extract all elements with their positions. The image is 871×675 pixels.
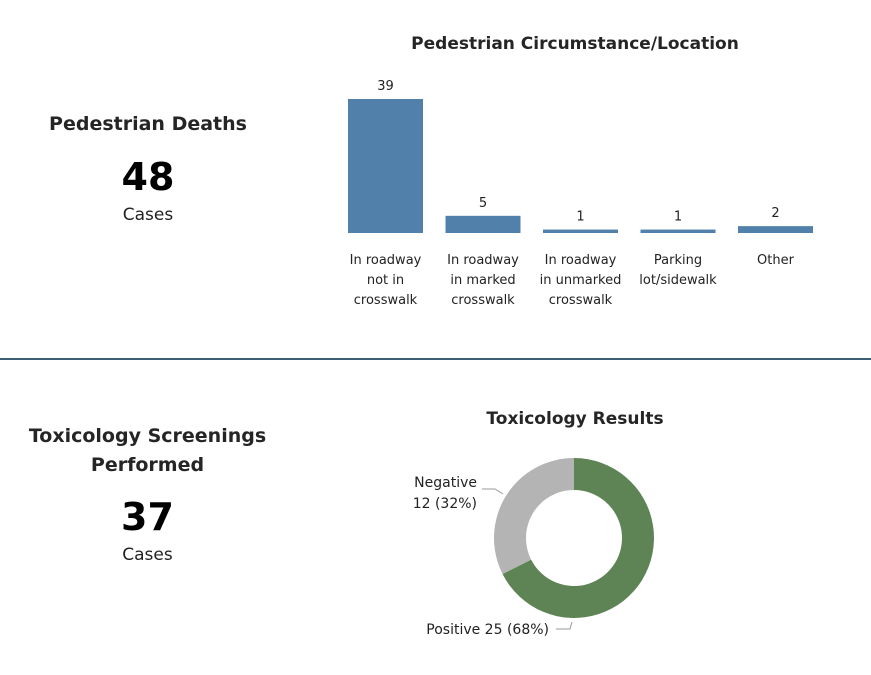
category-label-2-1: in unmarked	[540, 273, 622, 288]
positive-leader-line	[556, 621, 573, 630]
category-label-2-0: In roadway	[545, 253, 617, 268]
tox-screenings-title-line2: Performed	[90, 454, 205, 476]
category-label-2-2: crosswalk	[549, 293, 613, 308]
category-label-0-2: crosswalk	[354, 293, 418, 308]
tox-screenings-card: Toxicology Screenings Performed 37 Cases	[20, 422, 275, 565]
bar-value-label-0: 39	[377, 79, 394, 94]
donut-chart: Positive 25 (68%) Negative 12 (32%)	[413, 458, 654, 638]
category-label-1-0: In roadway	[447, 253, 519, 268]
category-label-1-1: in marked	[450, 273, 515, 288]
bar-value-label-1: 5	[479, 196, 487, 211]
bar-value-label-2: 1	[576, 210, 584, 225]
bar-4	[738, 226, 813, 233]
pedestrian-deaths-card: Pedestrian Deaths 48 Cases	[38, 110, 258, 225]
bar-0	[348, 99, 423, 233]
tox-screenings-value: 37	[121, 495, 174, 539]
pedestrian-deaths-title: Pedestrian Deaths	[49, 113, 247, 135]
donut-chart-title: Toxicology Results	[486, 409, 663, 429]
negative-leader-line	[482, 488, 504, 495]
tox-screenings-title-line1: Toxicology Screenings	[28, 425, 267, 447]
tox-screenings-unit: Cases	[122, 545, 173, 565]
pedestrian-deaths-value: 48	[121, 155, 175, 199]
bar-value-label-3: 1	[674, 210, 682, 225]
bar-1	[445, 215, 521, 233]
bar-chart: 39 In roadway not in crosswalk 5 In roadway in…	[348, 79, 813, 308]
negative-slice-label-value: 12 (32%)	[413, 496, 477, 512]
pedestrian-deaths-unit: Cases	[122, 205, 174, 225]
category-label-1-2: crosswalk	[451, 293, 515, 308]
category-label-0-1: not in	[367, 273, 404, 288]
category-label-0-0: In roadway	[350, 253, 422, 268]
bar-value-label-4: 2	[771, 206, 779, 221]
positive-slice-label: Positive 25 (68%)	[426, 622, 549, 638]
category-label-3-0: Parking	[654, 253, 702, 268]
donut-slice-positive	[502, 458, 654, 618]
section-divider	[0, 358, 871, 360]
bar-chart-title: Pedestrian Circumstance/Location	[411, 34, 739, 54]
category-label-4-0: Other	[757, 253, 795, 268]
category-label-3-1: lot/sidewalk	[639, 273, 717, 288]
bar-3	[640, 229, 716, 233]
negative-slice-label-name: Negative	[414, 475, 477, 491]
bar-2	[543, 229, 618, 233]
donut-slice-negative	[494, 458, 574, 575]
